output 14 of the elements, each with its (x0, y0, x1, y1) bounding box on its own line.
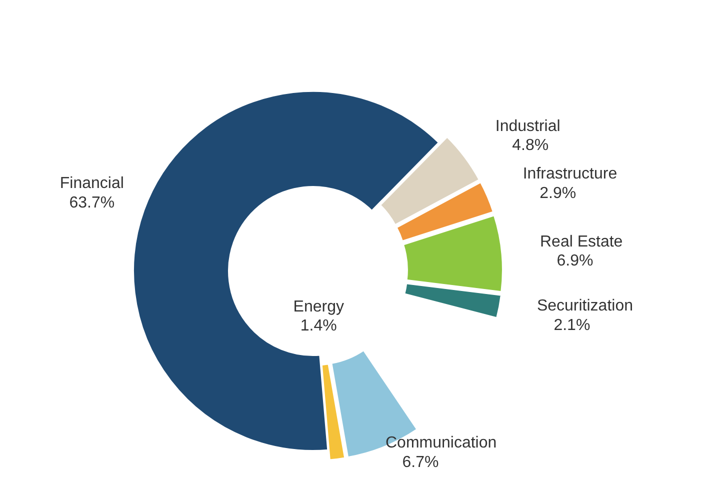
data-label: 2.1% (554, 316, 590, 334)
slice-label: Real Estate (540, 233, 623, 250)
data-label: 1.4% (300, 318, 337, 335)
slice-label: Infrastructure (522, 166, 618, 183)
data-label: 4.8% (512, 137, 549, 154)
slice-label: Securitization (536, 298, 633, 315)
slice-label: Financial (60, 175, 124, 192)
slice-label: Energy (293, 298, 344, 316)
data-label: 6.7% (402, 454, 439, 471)
data-label: 2.9% (540, 184, 576, 202)
data-label: 63.7% (69, 194, 115, 212)
slice-label: Industrial (495, 118, 560, 135)
slice-label: Communication (385, 434, 497, 452)
data-label: 6.9% (556, 252, 594, 270)
